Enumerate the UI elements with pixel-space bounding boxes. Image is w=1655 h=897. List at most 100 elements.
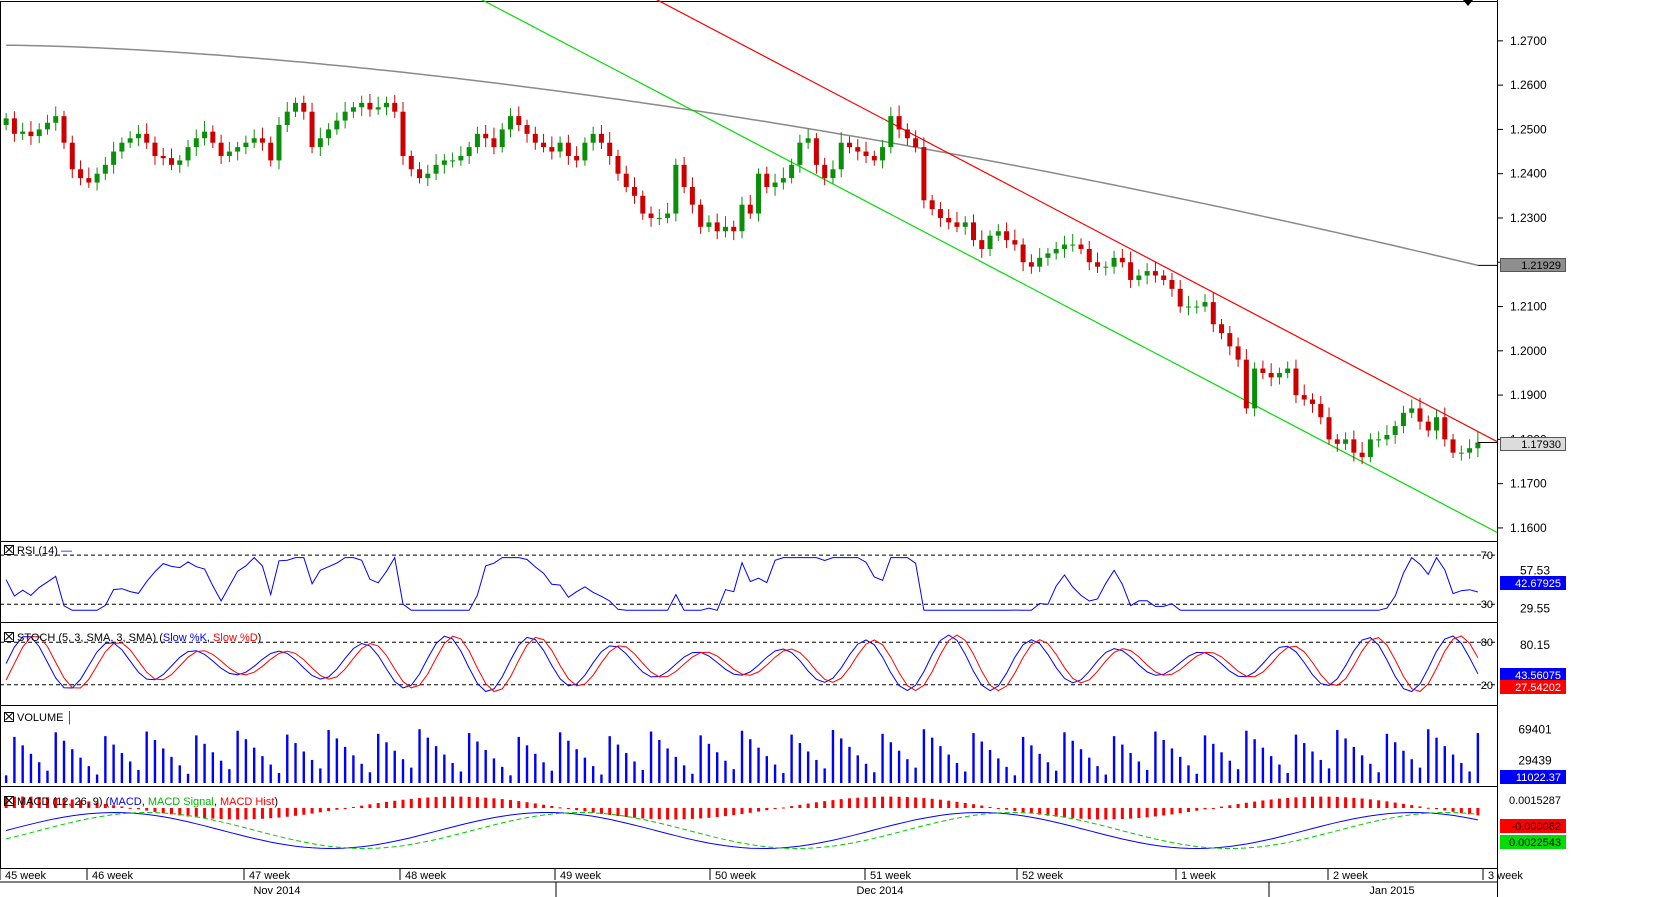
candle (954, 211, 960, 233)
volume-bar (856, 755, 859, 783)
candle (11, 111, 17, 142)
macd-hist-bar (699, 808, 703, 819)
candle-body (69, 142, 75, 170)
candle (293, 97, 299, 118)
volume-bar (95, 774, 99, 783)
macd-hist-bar (765, 808, 769, 811)
macd-hist-bar (492, 798, 496, 808)
volume-bar (1054, 770, 1058, 783)
volume-bar (104, 736, 107, 783)
volume-bar (955, 763, 959, 783)
volume-bar (906, 759, 909, 783)
macd-hist-bar (947, 800, 951, 808)
stoch-k-line (5, 634, 1479, 693)
volume-bar (112, 744, 115, 783)
candle-body (1400, 412, 1406, 427)
close-volume-icon[interactable] (4, 712, 14, 722)
macd-hist-bar (1062, 808, 1066, 818)
candle (185, 140, 191, 167)
candle-body (408, 155, 414, 170)
volume-bar (558, 732, 562, 783)
candle (408, 150, 414, 177)
volume-bar (1145, 769, 1149, 783)
candle-body (1119, 257, 1125, 263)
macd-hist-box: -0.000082 (1500, 819, 1566, 833)
candle-body (1367, 439, 1373, 458)
candle-body (789, 164, 795, 179)
candle (1177, 279, 1183, 313)
candle (962, 216, 968, 235)
volume-bar (1319, 759, 1322, 783)
candle-body (1144, 271, 1150, 276)
macd-hist-bar (748, 808, 752, 813)
volume-bar (583, 757, 587, 783)
volume-bar (1203, 735, 1207, 783)
macd-hist-bar (1269, 799, 1273, 808)
candle (1293, 359, 1299, 404)
upper-channel-line (656, 0, 1498, 443)
candle (375, 96, 381, 115)
volume-bar (13, 736, 16, 783)
macd-hist-bar (806, 803, 810, 808)
volume-bar (1468, 771, 1471, 783)
macd-hist-bar (1005, 808, 1009, 810)
volume-bar (128, 761, 132, 783)
top-marker-icon (1463, 0, 1473, 6)
candle (698, 199, 704, 234)
candle (53, 106, 59, 131)
candle (1458, 445, 1464, 461)
macd-hist-bar (864, 797, 868, 808)
candle-body (259, 138, 265, 143)
macd-hist-bar (542, 804, 546, 808)
candle (499, 123, 505, 153)
candle-body (383, 102, 389, 108)
volume-bar (1212, 743, 1215, 783)
stoch-d-box: 27.54202 (1500, 680, 1566, 694)
ma-value-box: 1.21929 (1500, 258, 1566, 272)
stoch-ref-label-20: 20 (1481, 680, 1493, 692)
candle-body (689, 186, 695, 205)
macd-hist-bar (95, 802, 99, 808)
macd-hist-bar (1186, 808, 1190, 813)
macd-hist-bar (244, 808, 248, 820)
volume-bar (1137, 761, 1141, 783)
macd-hist-bar (1360, 798, 1364, 808)
candle (160, 148, 166, 166)
volume-bar (889, 742, 893, 783)
macd-hist-bar (178, 808, 182, 816)
close-stoch-icon[interactable] (4, 632, 14, 642)
macd-hist-bar (310, 808, 314, 814)
candle (1095, 252, 1101, 273)
macd-signal-box: 0.0022543 (1500, 835, 1566, 849)
week-label: 46 week (92, 870, 133, 882)
candle (656, 209, 662, 226)
candle-body (1053, 248, 1059, 254)
volume-title: VOLUME │ (4, 712, 73, 724)
macd-hist-bar (1195, 808, 1199, 811)
macd-hist-bar (302, 808, 306, 815)
macd-hist-bar (219, 808, 223, 820)
candle (28, 120, 34, 145)
macd-hist-bar (1145, 808, 1149, 818)
volume-bar (244, 739, 248, 783)
candle (1384, 425, 1390, 446)
volume-bar (930, 737, 934, 783)
macd-hist-bar (889, 796, 893, 808)
macd-hist-bar (657, 808, 661, 820)
price-tick-label: 1.2000 (1510, 344, 1547, 358)
close-rsi-icon[interactable] (4, 545, 14, 555)
candle-body (1194, 306, 1200, 308)
macd-hist-bar (203, 808, 207, 819)
candle-body (921, 147, 927, 201)
candle (582, 137, 588, 166)
candle (987, 230, 993, 257)
volume-bar (1360, 755, 1364, 783)
volume-bar (1451, 754, 1455, 783)
stoch-ref-label-80: 80 (1481, 637, 1493, 649)
close-macd-icon[interactable] (4, 796, 14, 806)
macd-hist-bar (1137, 808, 1141, 819)
candle (1243, 349, 1249, 414)
candle-body (1045, 253, 1051, 258)
volume-bar (29, 753, 33, 783)
candle-body (871, 155, 877, 161)
